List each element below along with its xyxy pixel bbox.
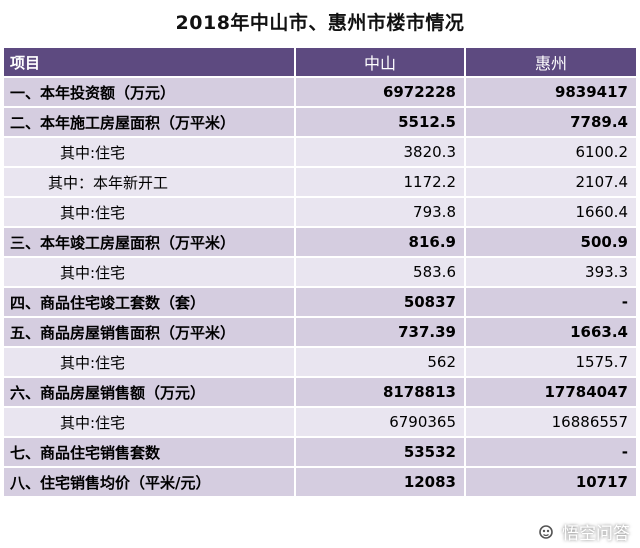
table-row: 四、商品住宅竣工套数（套） 50837 - [4,288,636,316]
table-row: 七、商品住宅销售套数 53532 - [4,438,636,466]
huizhou-value: 1660.4 [464,198,636,226]
row-label: 其中:住宅 [4,408,294,436]
huizhou-value: - [464,438,636,466]
header-zhongshan: 中山 [294,48,464,76]
zhongshan-value: 3820.3 [294,138,464,166]
row-label: 一、本年投资额（万元） [4,78,294,106]
table-row: 三、本年竣工房屋面积（万平米） 816.9 500.9 [4,228,636,256]
table-row: 其中:住宅 583.6 393.3 [4,258,636,286]
table-row: 其中:住宅 793.8 1660.4 [4,198,636,226]
huizhou-value: 7789.4 [464,108,636,136]
zhongshan-value: 793.8 [294,198,464,226]
housing-market-table: 项目 中山 惠州 一、本年投资额（万元） 6972228 9839417 二、本… [4,46,636,498]
zhongshan-value: 562 [294,348,464,376]
row-label: 四、商品住宅竣工套数（套） [4,288,294,316]
table-row: 一、本年投资额（万元） 6972228 9839417 [4,78,636,106]
huizhou-value: 1575.7 [464,348,636,376]
huizhou-value: 17784047 [464,378,636,406]
row-label: 其中:住宅 [4,198,294,226]
huizhou-value: 2107.4 [464,168,636,196]
table-row: 二、本年施工房屋面积（万平米） 5512.5 7789.4 [4,108,636,136]
watermark-text: 悟空问答 [562,524,630,544]
row-label: 其中:住宅 [4,348,294,376]
header-item: 项目 [4,48,294,76]
table-row: 六、商品房屋销售额（万元） 8178813 17784047 [4,378,636,406]
row-label: 五、商品房屋销售面积（万平米） [4,318,294,346]
table-row: 其中:住宅 562 1575.7 [4,348,636,376]
table-row: 其中:住宅 6790365 16886557 [4,408,636,436]
huizhou-value: 393.3 [464,258,636,286]
header-huizhou: 惠州 [464,48,636,76]
table-row: 八、住宅销售均价（平米/元） 12083 10717 [4,468,636,496]
huizhou-value: 10717 [464,468,636,496]
table-row: 五、商品房屋销售面积（万平米） 737.39 1663.4 [4,318,636,346]
table-row: 其中:住宅 3820.3 6100.2 [4,138,636,166]
table-row: 其中：本年新开工 1172.2 2107.4 [4,168,636,196]
table-header-row: 项目 中山 惠州 [4,48,636,76]
row-label: 其中：本年新开工 [4,168,294,196]
huizhou-value: 500.9 [464,228,636,256]
row-label: 其中:住宅 [4,138,294,166]
zhongshan-value: 53532 [294,438,464,466]
row-label: 六、商品房屋销售额（万元） [4,378,294,406]
row-label: 其中:住宅 [4,258,294,286]
zhongshan-value: 50837 [294,288,464,316]
zhongshan-value: 6972228 [294,78,464,106]
zhongshan-value: 737.39 [294,318,464,346]
watermark: 悟空问答 [535,519,630,544]
zhongshan-value: 6790365 [294,408,464,436]
wukong-logo-icon [535,520,557,543]
zhongshan-value: 8178813 [294,378,464,406]
page-title: 2018年中山市、惠州市楼市情况 [175,12,465,34]
row-label: 三、本年竣工房屋面积（万平米） [4,228,294,256]
row-label: 七、商品住宅销售套数 [4,438,294,466]
zhongshan-value: 1172.2 [294,168,464,196]
huizhou-value: 6100.2 [464,138,636,166]
huizhou-value: 1663.4 [464,318,636,346]
row-label: 二、本年施工房屋面积（万平米） [4,108,294,136]
zhongshan-value: 816.9 [294,228,464,256]
zhongshan-value: 5512.5 [294,108,464,136]
huizhou-value: 9839417 [464,78,636,106]
huizhou-value: - [464,288,636,316]
zhongshan-value: 583.6 [294,258,464,286]
zhongshan-value: 12083 [294,468,464,496]
huizhou-value: 16886557 [464,408,636,436]
row-label: 八、住宅销售均价（平米/元） [4,468,294,496]
